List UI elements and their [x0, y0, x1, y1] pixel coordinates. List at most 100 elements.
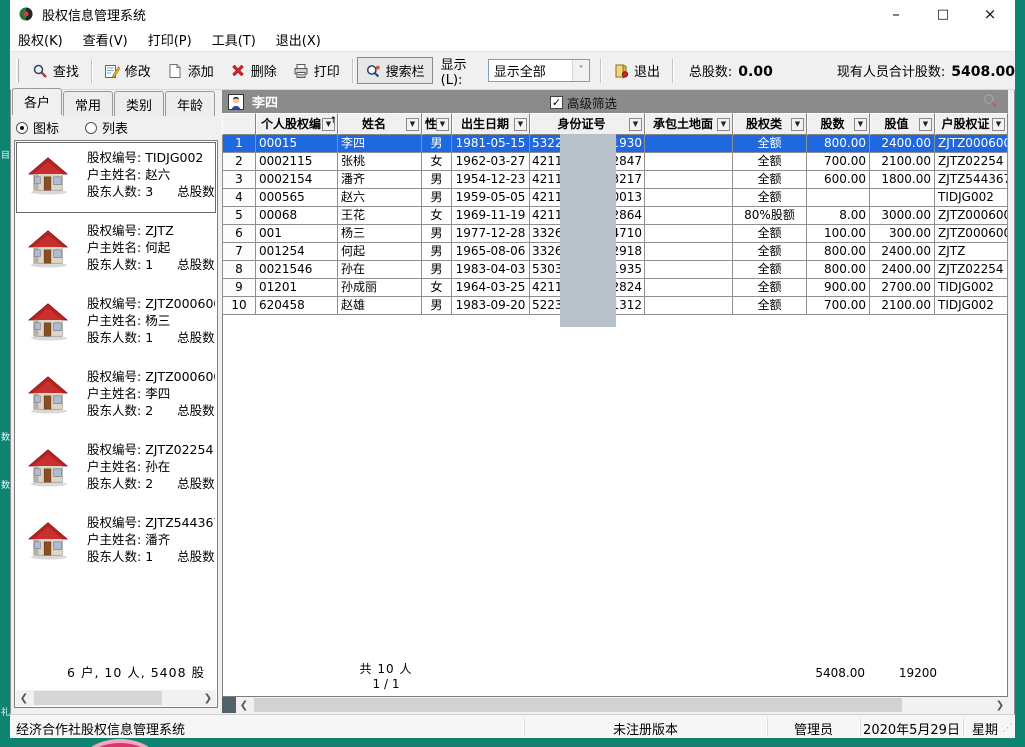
scroll-left-icon[interactable]: ❮ [19, 692, 29, 704]
table-row[interactable]: 5 00068 王花女 1969-11-19 42112 2864 80%股额 8.00 300… [222, 207, 1008, 225]
view-mode-list-radio[interactable]: 列表 [85, 118, 128, 137]
column-header-9[interactable]: 股值 ▼ [870, 113, 935, 135]
table-cell: 杨三 [338, 225, 422, 243]
exit-button[interactable]: 退出 [605, 57, 668, 84]
add-button[interactable]: 添加 [159, 57, 222, 84]
status-separator [524, 718, 525, 736]
household-members-line: 股东人数: 1 总股数 [87, 549, 215, 564]
filter-dropdown-icon[interactable]: ▼ [717, 118, 730, 131]
column-header-3[interactable]: 性 ▼ [422, 113, 452, 135]
delete-button[interactable]: 删除 [222, 57, 285, 84]
column-header-8[interactable]: 股数 ▼ [807, 113, 870, 135]
table-cell: 001 [256, 225, 338, 243]
table-cell: 9 [222, 279, 256, 297]
table-row[interactable]: 2 0002115 张桃女 1962-03-27 42112 2847 全额 700.00 21… [222, 153, 1008, 171]
advanced-filter[interactable]: ✓ 高级筛选 [550, 93, 617, 112]
view-mode-icon-radio[interactable]: 图标 [16, 118, 59, 137]
column-header-7[interactable]: 股权类 ▼ [733, 113, 807, 135]
scrollbar-thumb[interactable] [34, 691, 162, 705]
sort-asc-icon: ↑ [329, 116, 337, 126]
find-button[interactable]: 查找 [24, 57, 87, 84]
column-header-5[interactable]: 身份证号 ▼ [530, 113, 645, 135]
scroll-right-icon[interactable]: ❯ [995, 699, 1005, 711]
column-header-label: 姓名 [361, 117, 386, 131]
status-date: 2020年5月29日 [863, 723, 960, 738]
table-cell: 7 [222, 243, 256, 261]
sidebar-tab-1[interactable]: 常用 [63, 91, 114, 116]
household-item[interactable]: 股权编号: ZJTZ544367 户主姓名: 潘齐 股东人数: 1 总股数 [15, 506, 217, 579]
table-cell: 00015 [256, 135, 338, 153]
table-cell: ZJTZ02254 [935, 261, 1008, 279]
total-shares-stat: 总股数: 0.00 [689, 61, 773, 80]
desktop-edge-text: 数 [1, 481, 11, 491]
maximize-button[interactable]: □ [936, 6, 950, 22]
scroll-left-icon[interactable]: ❮ [239, 699, 249, 711]
table-cell: 全额 [733, 171, 807, 189]
table-row[interactable]: 1 00015 李四男 1981-05-15 53222 1930 全额 800.00 2400… [222, 135, 1008, 153]
table-header: 个人股权编 ▼ ↑ 姓名 ▼ 性 ▼ 出生日期 ▼ 身份证号 ▼ 承包土地面 ▼ 股权类 ▼ 股数 ▼ 股值 ▼ 户股… [222, 113, 1008, 135]
table-cell: 5 [222, 207, 256, 225]
menu-item[interactable]: 股权(K) [18, 34, 63, 49]
minimize-button[interactable]: – [892, 5, 900, 23]
filter-dropdown-icon[interactable]: ▼ [992, 118, 1005, 131]
filter-dropdown-icon[interactable]: ▼ [322, 118, 335, 131]
household-code-line: 股权编号: ZJTZ544367 [87, 515, 215, 530]
table-row[interactable]: 3 0002154 潘齐男 1954-12-23 42112 3217 全额 600.00 18… [222, 171, 1008, 189]
filter-dropdown-icon[interactable]: ▼ [919, 118, 932, 131]
current-total-stat: 现有人员合计股数: 5408.00 [837, 61, 1015, 80]
table-cell: 全额 [733, 297, 807, 315]
display-dropdown[interactable]: 显示全部 ˅ [487, 59, 591, 82]
column-header-label: 身份证号 [557, 117, 606, 131]
id-right-fragment: 2824 [611, 280, 642, 294]
menu-item[interactable]: 打印(P) [147, 34, 192, 49]
table-cell: TIDJG002 [935, 189, 1008, 207]
table-cell [807, 189, 870, 207]
resize-grip[interactable]: ⋰ [1002, 721, 1013, 734]
sidebar-tab-0[interactable]: 各户 [12, 88, 63, 115]
table-cell: 1962-03-27 [452, 153, 530, 171]
print-button[interactable]: 打印 [285, 57, 348, 84]
modify-button[interactable]: 修改 [96, 57, 159, 84]
column-header-label: 股值 [884, 117, 909, 131]
table-row[interactable]: 6 001 杨三男 1977-12-28 33260 4710 全额 100.00 300.00… [222, 225, 1008, 243]
close-button[interactable]: × [983, 5, 997, 23]
filter-dropdown-icon[interactable]: ▼ [629, 118, 642, 131]
household-code-line: 股权编号: ZJTZ02254 [87, 442, 214, 457]
column-header-10[interactable]: 户股权证 ▼ [935, 113, 1008, 135]
menu-item[interactable]: 工具(T) [211, 34, 256, 49]
sidebar-tab-3[interactable]: 年龄 [165, 91, 216, 116]
scroll-right-icon[interactable]: ❯ [203, 692, 213, 704]
household-item[interactable]: 股权编号: TIDJG002 户主姓名: 赵六 股东人数: 3 总股数 [15, 141, 217, 214]
filter-dropdown-icon[interactable]: ▼ [791, 118, 804, 131]
scrollbar-thumb[interactable] [254, 698, 902, 712]
column-header-6[interactable]: 承包土地面 ▼ [645, 113, 733, 135]
column-header-2[interactable]: 姓名 ▼ [338, 113, 422, 135]
column-header-4[interactable]: 出生日期 ▼ [452, 113, 530, 135]
column-header-label: 个人股权编 [260, 117, 321, 131]
advanced-filter-checkbox[interactable]: ✓ [550, 96, 563, 109]
filter-dropdown-icon[interactable]: ▼ [406, 118, 419, 131]
chevron-down-icon[interactable]: ˅ [572, 60, 590, 81]
search-magnifier-icon[interactable] [982, 93, 998, 109]
filter-dropdown-icon[interactable]: ▼ [514, 118, 527, 131]
search-bar-toggle-button[interactable]: 搜索栏 [356, 57, 433, 84]
table-hscrollbar[interactable]: ❮ ❯ [222, 697, 1008, 713]
household-item[interactable]: 股权编号: ZJTZ 户主姓名: 何起 股东人数: 1 总股数 [15, 214, 217, 287]
column-header-label: 出生日期 [460, 117, 509, 131]
sidebar-hscrollbar[interactable]: ❮ ❯ [16, 690, 216, 706]
app-icon [18, 6, 34, 22]
menu-item[interactable]: 退出(X) [275, 34, 321, 49]
column-header-1[interactable]: 个人股权编 ▼ ↑ [256, 113, 338, 135]
household-item[interactable]: 股权编号: ZJTZ02254 户主姓名: 孙在 股东人数: 2 总股数 [15, 433, 217, 506]
menu-item[interactable]: 查看(V) [82, 34, 128, 49]
filter-dropdown-icon[interactable]: ▼ [854, 118, 867, 131]
table-cell: ZJTZ0006003 [935, 207, 1008, 225]
household-code-line: 股权编号: TIDJG002 [87, 150, 204, 165]
filter-dropdown-icon[interactable]: ▼ [436, 118, 449, 131]
table-cell: 2700.00 [870, 279, 935, 297]
sidebar-tab-2[interactable]: 类别 [114, 91, 165, 116]
household-members-line: 股东人数: 1 总股数 [87, 330, 215, 345]
